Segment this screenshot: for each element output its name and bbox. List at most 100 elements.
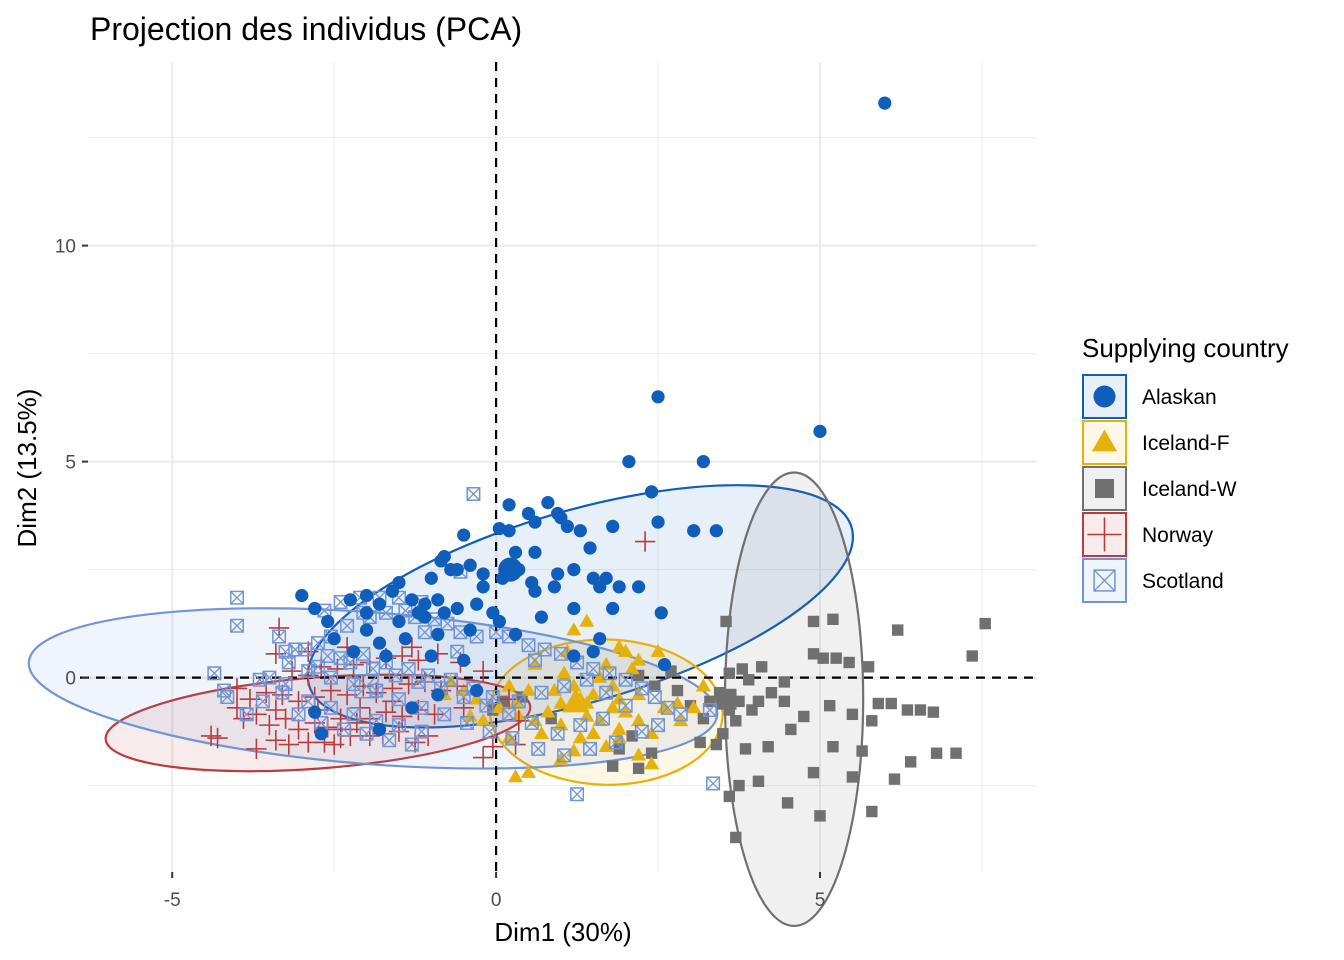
point-iceland-w — [927, 706, 940, 718]
point-scotland — [651, 718, 666, 733]
point-iceland-w — [817, 652, 829, 664]
point-iceland-f — [650, 643, 666, 657]
point-alaskan — [424, 571, 438, 585]
legend-symbol-norway — [1087, 517, 1122, 552]
point-norway — [288, 719, 309, 740]
point-iceland-w — [704, 695, 716, 708]
point-norway — [401, 637, 423, 658]
point-alaskan — [878, 96, 892, 110]
point-scotland — [323, 670, 338, 685]
point-alaskan — [444, 563, 458, 577]
point-iceland-w — [930, 747, 943, 759]
point-norway — [453, 697, 474, 719]
point-scotland — [346, 707, 361, 722]
point-scotland — [291, 707, 306, 722]
point-iceland-w — [697, 712, 710, 725]
point-iceland-w — [798, 710, 810, 723]
legend-label-alaskan: Alaskan — [1142, 386, 1217, 409]
legend-label-iceland-w: Iceland-W — [1142, 478, 1237, 501]
point-iceland-w — [862, 661, 875, 673]
centroid-iceland-f — [561, 688, 590, 713]
x-tick-label: 5 — [815, 890, 826, 911]
point-alaskan — [308, 601, 322, 616]
x-tick-label: -5 — [164, 890, 181, 911]
point-scotland — [608, 735, 623, 750]
point-scotland — [417, 625, 432, 640]
point-iceland-w — [723, 667, 736, 679]
plot-area — [27, 62, 1037, 928]
point-iceland-w — [739, 743, 752, 755]
point-alaskan — [657, 658, 672, 672]
point-scotland — [320, 649, 335, 663]
point-scotland — [346, 677, 361, 692]
point-alaskan — [321, 614, 335, 629]
point-alaskan — [534, 610, 549, 624]
point-alaskan — [606, 519, 620, 534]
point-iceland-w — [720, 615, 732, 628]
legend-title: Supplying country — [1082, 333, 1289, 363]
point-iceland-w — [950, 747, 962, 759]
point-scotland — [502, 707, 517, 722]
point-scotland — [534, 685, 549, 700]
point-iceland-f — [695, 678, 711, 692]
point-iceland-f — [631, 687, 647, 701]
point-iceland-w — [827, 613, 839, 625]
point-scotland — [255, 694, 270, 709]
point-scotland — [524, 715, 539, 730]
point-scotland — [673, 707, 688, 722]
point-alaskan — [431, 627, 445, 642]
point-scotland — [336, 722, 351, 737]
point-iceland-f — [631, 747, 647, 761]
point-iceland-w — [723, 704, 736, 716]
point-iceland-f — [592, 712, 608, 727]
point-alaskan — [457, 653, 471, 667]
point-norway — [472, 660, 494, 682]
point-alaskan — [632, 580, 646, 594]
point-iceland-f — [475, 712, 491, 727]
point-iceland-w — [872, 697, 884, 710]
point-alaskan — [567, 601, 581, 616]
point-scotland — [634, 724, 649, 739]
point-alaskan — [392, 614, 406, 629]
legend-label-scotland: Scotland — [1142, 570, 1224, 593]
point-alaskan — [492, 614, 506, 629]
point-alaskan — [418, 610, 432, 624]
point-iceland-w — [645, 747, 658, 759]
point-alaskan — [813, 424, 827, 438]
point-alaskan — [359, 606, 374, 620]
point-alaskan — [622, 455, 636, 469]
point-iceland-w — [752, 775, 765, 787]
point-iceland-f — [566, 622, 582, 636]
point-norway — [278, 734, 300, 755]
point-alaskan — [424, 649, 438, 663]
point-iceland-w — [846, 771, 859, 783]
point-iceland-w — [824, 699, 836, 712]
point-iceland-w — [885, 697, 897, 710]
point-norway — [265, 730, 287, 751]
point-iceland-w — [632, 669, 645, 682]
point-iceland-w — [710, 738, 723, 751]
point-scotland — [388, 668, 403, 683]
point-scotland — [634, 681, 649, 696]
point-scotland — [583, 741, 598, 756]
point-iceland-w — [814, 810, 826, 822]
point-alaskan — [612, 580, 626, 594]
point-iceland-f — [624, 661, 640, 675]
point-alaskan — [583, 541, 597, 555]
point-alaskan — [528, 584, 542, 598]
point-alaskan — [696, 455, 710, 469]
point-norway — [265, 699, 287, 721]
y-tick-label: 0 — [65, 669, 76, 690]
point-alaskan — [398, 632, 413, 646]
point-scotland — [414, 724, 429, 739]
point-iceland-w — [762, 741, 774, 753]
point-scotland — [531, 741, 546, 756]
point-scotland — [527, 653, 542, 668]
point-iceland-w — [671, 684, 684, 697]
point-alaskan — [687, 524, 701, 538]
point-scotland — [382, 733, 397, 748]
point-iceland-w — [866, 715, 878, 727]
point-norway — [634, 531, 656, 552]
point-alaskan — [359, 623, 374, 637]
point-scotland — [618, 698, 633, 713]
